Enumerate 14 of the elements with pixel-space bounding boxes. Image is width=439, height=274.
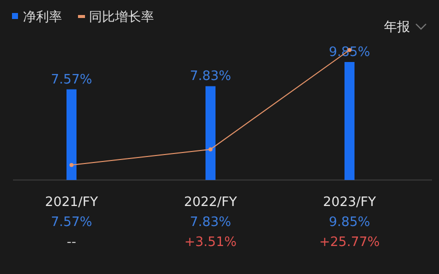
x-tick-label: 2023/FY — [323, 195, 376, 210]
legend-label: 净利率 — [23, 9, 62, 25]
text: 年报 — [384, 20, 410, 35]
x-tick-label: 2021/FY — [45, 195, 98, 210]
data-label: 7.57% — [50, 215, 92, 230]
data-label: +3.51% — [184, 235, 237, 250]
data-label: -- — [66, 235, 76, 250]
data-label: +25.77% — [319, 235, 380, 250]
text: 7.83% — [190, 69, 232, 84]
x-tick-label: 2022/FY — [184, 195, 237, 210]
data-label: 7.83% — [190, 215, 232, 230]
data-label: 9.85% — [328, 215, 370, 230]
legend-label: 同比增长率 — [89, 9, 154, 25]
text: 7.57% — [50, 72, 92, 88]
